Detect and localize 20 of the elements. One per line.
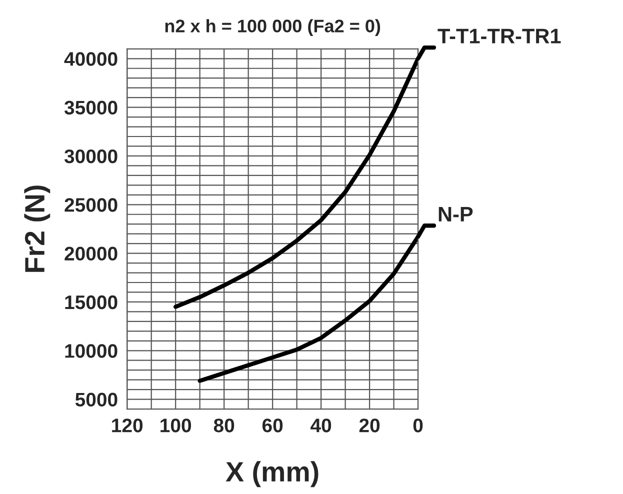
x-tick-label: 100 xyxy=(160,418,192,432)
y-tick-label: 40000 xyxy=(64,52,118,66)
series-label: T-T1-TR-TR1 xyxy=(438,28,561,44)
x-axis-title: X (mm) xyxy=(226,461,318,488)
x-tick-label: 40 xyxy=(310,418,332,432)
y-tick-label: 35000 xyxy=(64,100,118,115)
y-axis-title: Fr2 (N) xyxy=(24,186,50,272)
y-tick-label: 5000 xyxy=(75,392,118,407)
y-tick-label: 15000 xyxy=(65,295,118,310)
x-tick-label: 60 xyxy=(262,418,283,432)
x-tick-label: 120 xyxy=(112,418,143,432)
y-tick-label: 30000 xyxy=(64,149,118,164)
y-tick-label: 20000 xyxy=(64,246,118,261)
x-tick-label: 20 xyxy=(359,418,380,432)
series-label: N-P xyxy=(438,206,473,222)
x-tick-label: 0 xyxy=(413,418,423,432)
y-tick-label: 10000 xyxy=(65,344,118,358)
x-tick-label: 80 xyxy=(214,418,234,432)
y-tick-label: 25000 xyxy=(64,198,118,212)
chart-title: n2 x h = 100 000 (Fa2 = 0) xyxy=(165,19,380,36)
